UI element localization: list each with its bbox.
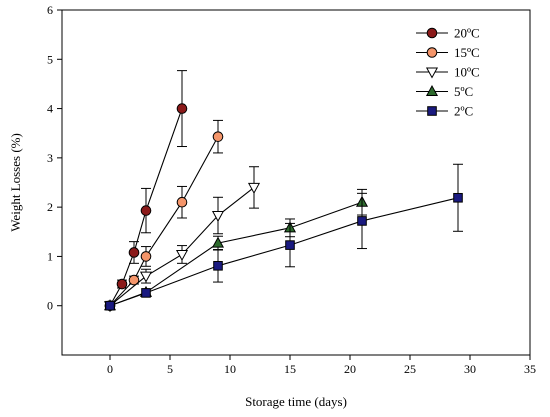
legend-marker: [425, 67, 439, 79]
data-point: [211, 236, 225, 248]
x-tick-label: 20: [344, 362, 356, 376]
data-point: [128, 274, 140, 286]
legend-label: 20ºC: [454, 26, 480, 41]
data-point: [212, 131, 224, 142]
x-tick-label: 30: [464, 362, 476, 376]
legend-label: 2ºC: [454, 104, 473, 119]
plot-frame: [61, 9, 531, 356]
data-point: [116, 278, 128, 290]
data-point: [139, 271, 153, 283]
plot-border: [61, 9, 531, 356]
legend-entry-2: 10ºC: [416, 65, 480, 80]
legend-entry-4: 2ºC: [416, 104, 473, 119]
data-point: [247, 182, 261, 194]
data-point: [285, 240, 295, 250]
data-point: [211, 211, 225, 223]
y-tick-label: 5: [47, 52, 53, 66]
x-tick-label: 0: [107, 362, 113, 376]
data-point: [213, 260, 223, 271]
data-point: [453, 192, 463, 203]
x-axis: 0 5 10 15 20 25 30 35: [107, 355, 536, 376]
y-tick-label: 2: [47, 200, 53, 214]
series-4: [105, 163, 463, 311]
data-point: [140, 251, 152, 262]
data-point: [176, 103, 188, 114]
x-tick-label: 25: [404, 362, 416, 376]
y-axis-title: Weight Losses (%): [8, 133, 23, 232]
legend-entry-0: 20ºC: [416, 26, 480, 41]
y-tick-label: 0: [47, 299, 53, 313]
legend: 20ºC 15ºC 10ºC 5ºC 2ºC: [416, 26, 480, 119]
data-point: [140, 205, 152, 216]
legend-marker: [425, 84, 439, 96]
y-axis: 0 1 2 3 4 5 6: [47, 3, 62, 313]
data-point: [128, 247, 140, 258]
x-tick-label: 5: [167, 362, 173, 376]
legend-label: 15ºC: [454, 45, 480, 60]
legend-label: 5ºC: [454, 84, 473, 99]
x-tick-label: 15: [284, 362, 296, 376]
legend-entry-3: 5ºC: [416, 84, 473, 99]
y-tick-label: 3: [47, 151, 53, 165]
y-tick-label: 4: [47, 102, 53, 116]
data-point: [175, 249, 189, 261]
x-tick-label: 35: [524, 362, 536, 376]
legend-entry-1: 15ºC: [416, 45, 480, 60]
legend-label: 10ºC: [454, 65, 480, 80]
data-point: [105, 300, 115, 311]
x-tick-label: 10: [224, 362, 236, 376]
data-point: [141, 288, 151, 298]
y-tick-label: 1: [47, 249, 53, 263]
legend-marker: [427, 106, 437, 116]
y-tick-label: 6: [47, 3, 53, 17]
legend-marker: [426, 27, 438, 39]
x-axis-title: Storage time (days): [245, 394, 347, 409]
data-point: [357, 216, 367, 226]
legend-marker: [426, 47, 438, 58]
series-layer: [103, 70, 463, 313]
data-point: [176, 196, 188, 208]
series-line: [109, 197, 459, 307]
